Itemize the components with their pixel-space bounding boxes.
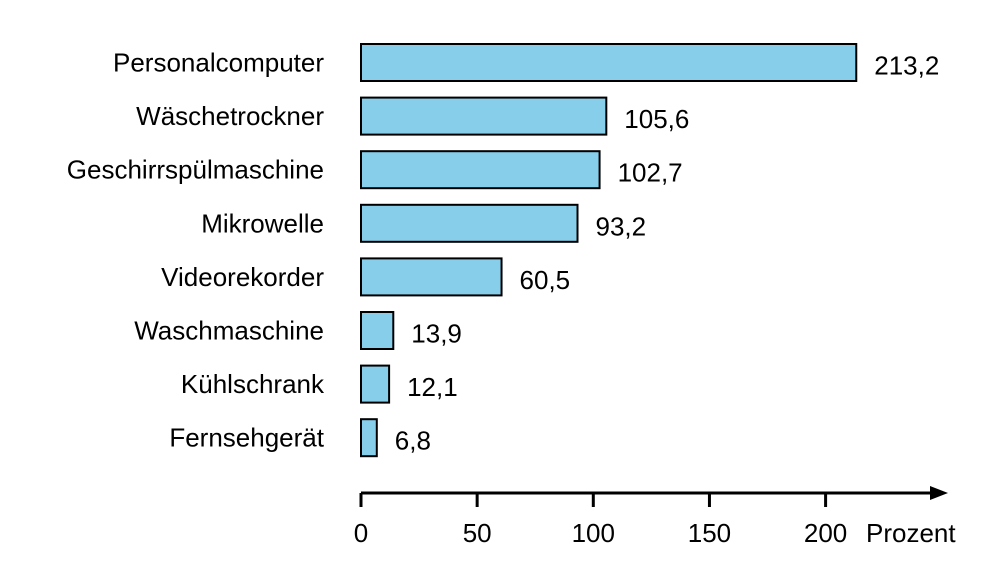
category-label: Mikrowelle	[201, 208, 324, 238]
category-label: Videorekorder	[161, 262, 324, 292]
x-tick-label: 0	[354, 518, 368, 548]
bar	[360, 257, 503, 297]
x-tick-label: 50	[463, 518, 492, 548]
x-axis-arrowhead	[930, 486, 948, 500]
category-label: Personalcomputer	[113, 48, 324, 78]
bars-group	[360, 43, 858, 458]
value-label: 213,2	[874, 51, 939, 81]
category-labels-group: Personalcomputer Wäschetrockner Geschirrsp…	[67, 48, 325, 453]
x-tick-label: 100	[572, 518, 615, 548]
category-label: Fernsehgerät	[169, 423, 324, 453]
value-label: 105,6	[624, 104, 689, 134]
x-tick-label: 150	[688, 518, 731, 548]
bar	[360, 418, 378, 458]
x-tick-label: 200	[804, 518, 847, 548]
value-label: 102,7	[618, 158, 683, 188]
category-label: Waschmaschine	[134, 316, 324, 346]
category-label: Kühlschrank	[181, 369, 325, 399]
bar	[360, 96, 608, 136]
bar	[360, 150, 601, 190]
value-label: 13,9	[411, 319, 462, 349]
value-label: 60,5	[520, 265, 571, 295]
value-label: 93,2	[596, 211, 647, 241]
x-axis-ticks-group: 0 50 100 150 200	[354, 493, 847, 548]
value-labels-group: 213,2 105,6 102,7 93,2 60,5 13,9 12,1 6,8	[395, 51, 940, 456]
value-label: 12,1	[407, 372, 458, 402]
bar	[360, 364, 391, 404]
x-axis-unit-label: Prozent	[866, 518, 956, 548]
bar	[360, 311, 395, 350]
value-label: 6,8	[395, 426, 431, 456]
bar	[360, 43, 858, 82]
category-label: Wäschetrockner	[136, 101, 324, 131]
x-axis: 0 50 100 150 200 Prozent	[354, 486, 956, 548]
category-label: Geschirrspülmaschine	[67, 155, 324, 185]
bar	[360, 203, 579, 243]
